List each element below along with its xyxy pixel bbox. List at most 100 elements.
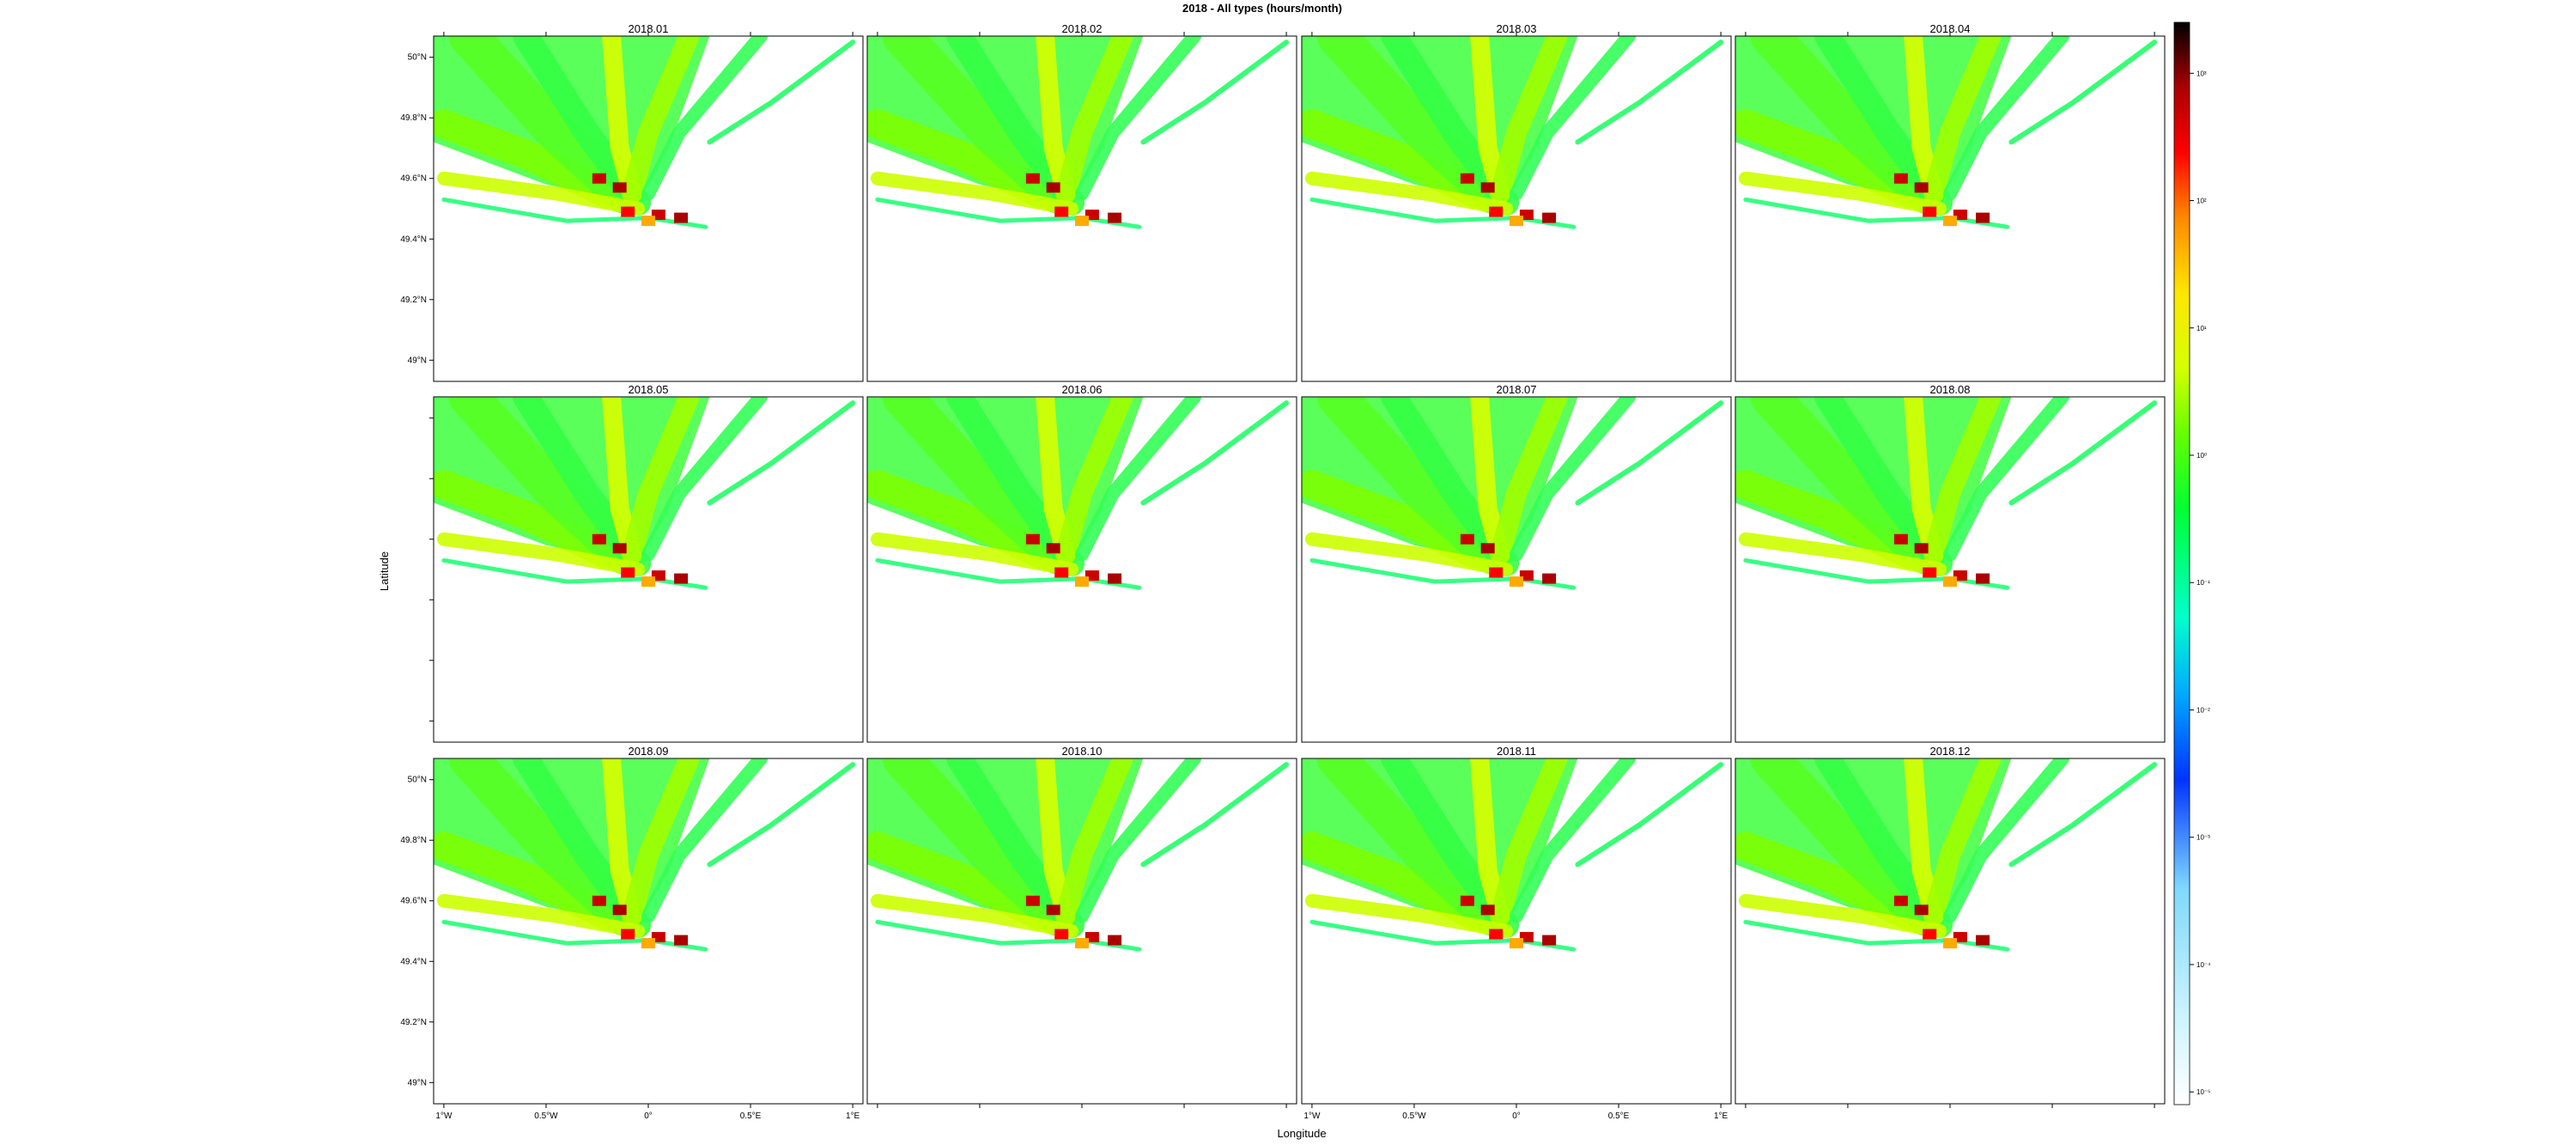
colorbar-tick-label: 10⁻⁴ [2196, 961, 2211, 969]
colorbar-ticks: 10⁻⁵ 10⁻⁴ 10⁻³ 10⁻² 10⁻¹ 10⁰ 10¹ 10² 10³ [2190, 70, 2211, 1096]
density-map [867, 397, 1297, 742]
port-hotspot-4 [1976, 573, 1990, 584]
x-tick-label: 0.5°E [740, 1112, 762, 1121]
port-hotspot-5 [641, 576, 655, 588]
port-hotspot-1 [1480, 904, 1495, 916]
figure-title: 2018 - All types (hours/month) [1182, 2, 1342, 15]
port-hotspot-2 [1054, 567, 1069, 578]
port-hotspot-4 [1542, 935, 1557, 946]
y-tick-label: 49.6°N [400, 897, 427, 906]
x-tick-label: 1°E [846, 1112, 860, 1121]
shipping-lane-5 [1075, 397, 1201, 562]
density-map [867, 758, 1297, 1104]
density-map [1735, 758, 2165, 1104]
colorbar-tick-label: 10¹ [2196, 325, 2207, 332]
port-hotspot-5 [641, 216, 655, 227]
port-hotspot-1 [612, 543, 627, 554]
x-tick-label: 1°W [1303, 1112, 1321, 1121]
shipping-lane-4 [1055, 758, 1133, 927]
port-hotspot-5 [1943, 216, 1957, 227]
shipping-lane-4 [622, 397, 700, 565]
panel-title: 2018.07 [1497, 383, 1537, 396]
shipping-lane-4 [1490, 758, 1568, 927]
port-hotspot-4 [674, 212, 689, 223]
density-map [1302, 758, 1731, 1104]
axes: 50°N 49.8°N 49.6°N 49.4°N 49.2°N 49°N 50°N 49.8… [400, 32, 2155, 1121]
panel-title: 2018.02 [1062, 22, 1103, 35]
density-map [867, 36, 1297, 381]
panel-title: 2018.01 [629, 22, 669, 35]
port-hotspot-2 [1489, 567, 1504, 578]
density-map [1735, 397, 2165, 742]
port-hotspot-2 [1923, 567, 1937, 578]
port-hotspot-1 [1046, 543, 1060, 554]
port-hotspot-4 [674, 935, 689, 946]
port-hotspot-5 [1943, 576, 1957, 588]
shipping-lane-7 [1738, 532, 1947, 576]
shipping-lane-6 [1575, 40, 1724, 145]
port-hotspot-1 [1914, 182, 1929, 193]
port-hotspot-2 [1489, 929, 1504, 940]
panel-2018.05: 2018.05 [433, 383, 864, 743]
port-hotspot-0 [592, 173, 606, 184]
shipping-lane-6 [1140, 400, 1290, 506]
shipping-lane-4 [1923, 758, 2002, 927]
port-hotspot-0 [1893, 895, 1908, 906]
port-hotspot-4 [1542, 212, 1557, 223]
port-hotspot-2 [1054, 206, 1069, 217]
port-hotspot-4 [1108, 212, 1122, 223]
shipping-lane-7 [870, 171, 1079, 216]
shipping-lane-5 [1510, 36, 1636, 201]
port-hotspot-1 [612, 182, 627, 193]
panel-frame [433, 396, 864, 743]
port-hotspot-0 [1460, 533, 1474, 545]
shipping-lane-4 [1923, 36, 2002, 204]
port-hotspot-3 [1519, 210, 1534, 221]
shipping-lane-6 [707, 400, 856, 506]
port-hotspot-5 [641, 938, 655, 949]
panel-2018.11: 2018.11 [1301, 745, 1732, 1105]
shipping-lane-6 [1140, 40, 1290, 145]
shipping-lane-7 [1304, 893, 1514, 938]
port-hotspot-1 [1480, 543, 1495, 554]
port-hotspot-5 [1075, 938, 1089, 949]
y-axis-label: Latitude [378, 551, 391, 591]
shipping-lane-7 [436, 893, 646, 938]
panel-frame [866, 396, 1297, 743]
colorbar: 10⁻⁵ 10⁻⁴ 10⁻³ 10⁻² 10⁻¹ 10⁰ 10¹ 10² 10³ [2173, 21, 2211, 1105]
port-hotspot-0 [1025, 533, 1040, 545]
panel-2018.07: 2018.07 [1301, 383, 1732, 743]
port-hotspot-5 [1510, 216, 1523, 227]
port-hotspot-0 [592, 895, 606, 906]
shipping-lane-4 [622, 36, 700, 204]
port-hotspot-0 [1025, 173, 1040, 184]
shipping-lane-4 [1490, 36, 1568, 204]
panel-title: 2018.12 [1930, 745, 1971, 758]
port-hotspot-2 [621, 567, 635, 578]
panel-title: 2018.06 [1062, 383, 1103, 396]
shipping-lane-4 [1055, 397, 1133, 565]
y-tick-label: 49.4°N [400, 234, 427, 244]
y-tick-label: 49.4°N [400, 957, 427, 966]
shipping-lane-7 [436, 532, 646, 576]
density-map [434, 36, 863, 381]
panel-2018.02: 2018.02 [866, 22, 1297, 382]
colorbar-tick-label: 10⁻⁵ [2196, 1088, 2210, 1096]
port-hotspot-2 [621, 206, 635, 217]
port-hotspot-3 [651, 210, 665, 221]
panel-frame [1301, 396, 1732, 743]
colorbar-tick-label: 10² [2196, 198, 2207, 205]
port-hotspot-0 [1460, 895, 1474, 906]
density-map [434, 758, 863, 1104]
shipping-lane-4 [1055, 36, 1133, 204]
panel-grid: 2018.01 2018.02 2018.03 2018.04 2018.05 2018.… [433, 22, 2166, 1105]
panel-2018.01: 2018.01 [433, 22, 864, 382]
x-tick-label: 0.5°W [534, 1112, 558, 1121]
density-map [1735, 36, 2165, 381]
x-tick-label: 0.5°E [1608, 1112, 1630, 1121]
panel-title: 2018.08 [1930, 383, 1971, 396]
port-hotspot-5 [1075, 576, 1089, 588]
port-hotspot-1 [612, 904, 627, 916]
density-map [1302, 36, 1731, 381]
